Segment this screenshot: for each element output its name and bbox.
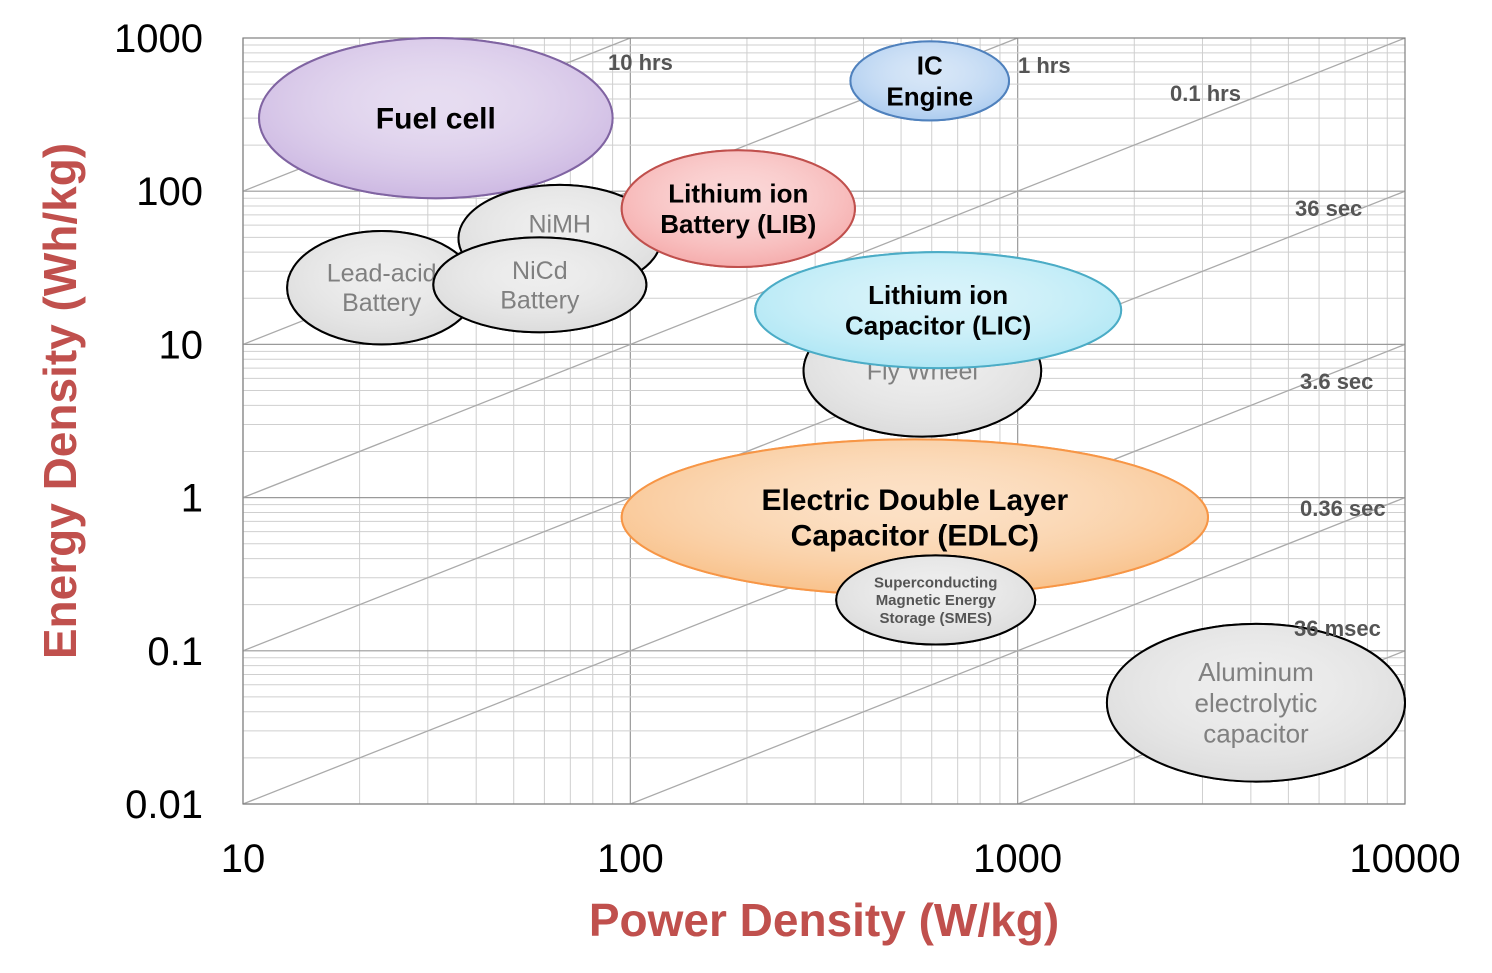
region-ellipse-shade [835, 554, 1037, 646]
region-label: Electric Double Layer [761, 484, 1068, 517]
region-label: Storage (SMES) [879, 610, 992, 627]
region-label: IC [917, 51, 943, 81]
region-label: Superconducting [874, 574, 997, 591]
time-line-label: 0.1 hrs [1170, 81, 1241, 106]
y-tick-label: 1 [181, 477, 203, 521]
region-group: Fuel cell [258, 37, 614, 200]
x-tick-label: 100 [597, 837, 664, 881]
time-line-label: 36 msec [1294, 616, 1381, 641]
y-tick-label: 10 [159, 323, 204, 367]
region-ellipse-shade [1105, 622, 1407, 783]
region-label: Capacitor (EDLC) [791, 520, 1039, 553]
region-label: NiCd [512, 257, 568, 285]
region-label: NiMH [528, 210, 591, 238]
time-line-label: 10 hrs [608, 50, 673, 75]
x-tick-label: 10000 [1349, 837, 1460, 881]
region-label: Lithium ion [668, 178, 808, 208]
region-label: Fuel cell [376, 103, 496, 136]
region-ellipse-shade [258, 37, 614, 200]
plot-frame [242, 37, 1406, 805]
region-ellipse-shade [754, 251, 1123, 370]
region-label: Battery (LIB) [660, 209, 816, 239]
time-line [628, 496, 1405, 804]
y-tick-label: 100 [136, 170, 203, 214]
time-line-label: 3.6 sec [1300, 369, 1373, 394]
time-line-label: 0.36 sec [1300, 496, 1386, 521]
region-ellipse-shade [849, 40, 1011, 122]
time-line [243, 190, 1405, 652]
tick-labels: 10 100 1000 10000 1000 100 10 1 0.1 0.01 [114, 17, 1461, 881]
region-label: electrolytic [1195, 688, 1318, 718]
region-label: Aluminum [1198, 657, 1314, 687]
time-line-label: 36 sec [1295, 196, 1362, 221]
y-axis-title: Energy Density (Wh/kg) [34, 143, 86, 659]
region-ellipse-shade [620, 149, 856, 269]
y-tick-label: 1000 [114, 17, 203, 61]
region-label: Magnetic Energy [876, 592, 997, 609]
region-label: Lead-acid [327, 260, 437, 288]
region-ellipse-shade [432, 236, 648, 334]
region-label: Battery [500, 286, 580, 314]
region-label: Lithium ion [868, 280, 1008, 310]
region-label: Battery [342, 289, 422, 317]
region-label: capacitor [1203, 718, 1309, 748]
time-line-label: 1 hrs [1018, 53, 1071, 78]
y-tick-label: 0.01 [125, 783, 203, 827]
regions: Fuel cellICEngineNiMHBatteryLead-acidBat… [258, 37, 1407, 783]
y-tick-label: 0.1 [147, 630, 203, 674]
x-axis-title: Power Density (W/kg) [589, 894, 1059, 946]
region-label: Engine [886, 81, 973, 111]
region-label: Capacitor (LIC) [845, 311, 1031, 341]
x-tick-label: 10 [221, 837, 266, 881]
x-tick-label: 1000 [973, 837, 1062, 881]
